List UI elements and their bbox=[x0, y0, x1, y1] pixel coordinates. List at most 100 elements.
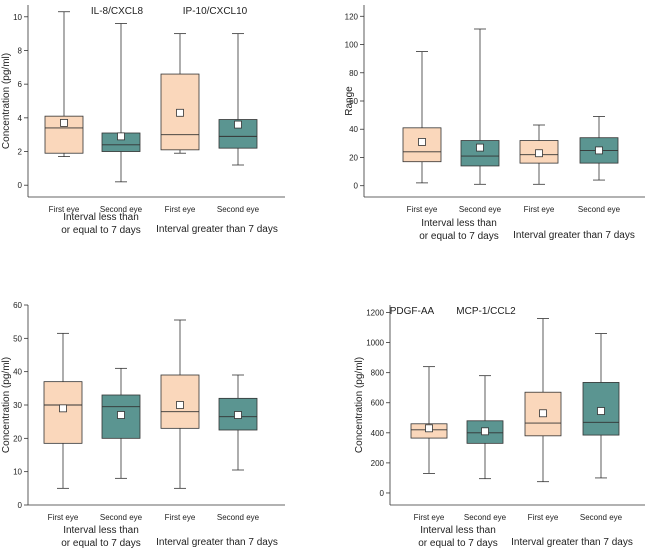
mean-marker bbox=[535, 149, 543, 158]
group-label-long-interval: Interval greater than 7 days bbox=[156, 224, 278, 235]
y-axis-label: Concentration (pg/ml) bbox=[1, 53, 12, 149]
box-2 bbox=[466, 375, 504, 480]
chart-title: IL-8/CXCL8 bbox=[91, 6, 144, 17]
y-tick-label: 100 bbox=[345, 41, 359, 50]
y-tick-label: 1000 bbox=[366, 339, 384, 348]
x-category-label: First eye bbox=[165, 513, 196, 522]
mean-marker bbox=[176, 401, 184, 409]
x-category-label: Second eye bbox=[217, 513, 260, 522]
y-tick-label: 80 bbox=[349, 69, 358, 78]
box-iqr bbox=[402, 127, 442, 163]
y-tick-label: 0 bbox=[18, 181, 23, 190]
group-label-long-interval: Interval greater than 7 days bbox=[511, 537, 633, 548]
group-label-long-interval: Interval greater than 7 days bbox=[156, 537, 278, 548]
y-tick-label: 10 bbox=[13, 468, 22, 477]
box-4 bbox=[582, 333, 620, 479]
y-tick-label: 400 bbox=[371, 429, 385, 438]
y-tick-label: 120 bbox=[345, 12, 359, 21]
box-1 bbox=[402, 51, 442, 184]
group-label-short-interval-line1: Interval less than bbox=[63, 212, 139, 223]
y-tick-label: 10 bbox=[13, 13, 22, 22]
box-2 bbox=[101, 367, 141, 479]
group-label-short-interval-line2: or equal to 7 days bbox=[419, 231, 499, 242]
chart-panel-ip10: 0 20 40 60 80 100 120 IP-10/CXCL10 Range First ey… bbox=[183, 5, 645, 242]
box-3 bbox=[160, 319, 200, 489]
box-2 bbox=[460, 28, 500, 185]
x-category-label: First eye bbox=[165, 205, 196, 214]
x-category-label: Second eye bbox=[578, 205, 621, 214]
box-1 bbox=[44, 11, 84, 157]
y-axis-label: Concentration (pg/ml) bbox=[1, 357, 12, 453]
box-2 bbox=[101, 23, 141, 183]
y-tick-label: 50 bbox=[13, 334, 22, 343]
x-category-label: First eye bbox=[48, 513, 79, 522]
group-label-short-interval-line1: Interval less than bbox=[421, 218, 497, 229]
y-tick-label: 40 bbox=[349, 125, 358, 134]
y-tick-label: 600 bbox=[371, 399, 385, 408]
mean-marker bbox=[425, 424, 433, 433]
group-label-short-interval-line2: or equal to 7 days bbox=[61, 538, 141, 549]
group-label-long-interval: Interval greater than 7 days bbox=[513, 230, 635, 241]
mean-marker bbox=[597, 407, 605, 415]
y-tick-label: 30 bbox=[13, 401, 22, 410]
group-label-short-interval-line1: Interval less than bbox=[420, 525, 496, 536]
y-tick-label: 0 bbox=[18, 501, 23, 510]
box-iqr bbox=[43, 381, 83, 444]
chart-panel-pdgfaa: 0 10 20 30 40 50 60 PDGF-AA Concentration (pg/ml… bbox=[1, 301, 435, 549]
box-4 bbox=[218, 374, 258, 471]
x-category-label: Second eye bbox=[459, 205, 502, 214]
x-category-label: First eye bbox=[524, 205, 555, 214]
mean-marker bbox=[481, 427, 489, 436]
x-category-label: Second eye bbox=[100, 205, 143, 214]
group-label-short-interval-line1: Interval less than bbox=[63, 525, 139, 536]
mean-marker bbox=[117, 132, 125, 141]
mean-marker bbox=[176, 108, 184, 117]
mean-marker bbox=[418, 138, 426, 146]
chart-title: PDGF-AA bbox=[390, 306, 435, 317]
mean-marker bbox=[60, 118, 68, 127]
chart-panel-il8: 0 2 4 6 8 10 IL-8/CXCL8 Concentration (pg/ml) Fi… bbox=[1, 5, 285, 236]
mean-marker bbox=[234, 411, 242, 419]
y-tick-label: 60 bbox=[13, 301, 22, 310]
x-category-label: First eye bbox=[407, 205, 438, 214]
mean-marker bbox=[234, 120, 242, 129]
box-4 bbox=[218, 33, 258, 166]
mean-marker bbox=[539, 409, 547, 418]
y-tick-label: 800 bbox=[371, 369, 385, 378]
y-tick-label: 40 bbox=[13, 368, 22, 377]
y-tick-label: 20 bbox=[349, 153, 358, 162]
box-3 bbox=[524, 318, 562, 483]
box-1 bbox=[43, 332, 83, 489]
chart-panel-mcp1: 0 200 400 600 800 1000 1200 MCP-1/CCL2 Concentra… bbox=[354, 305, 645, 549]
y-tick-label: 60 bbox=[349, 97, 358, 106]
y-tick-label: 6 bbox=[18, 80, 23, 89]
y-tick-label: 0 bbox=[354, 182, 359, 191]
x-category-label: First eye bbox=[49, 205, 80, 214]
x-category-label: First eye bbox=[414, 513, 445, 522]
mean-marker bbox=[595, 146, 603, 155]
y-tick-label: 8 bbox=[18, 46, 23, 55]
mean-marker bbox=[117, 411, 125, 419]
group-label-short-interval-line2: or equal to 7 days bbox=[61, 225, 141, 236]
y-tick-label: 2 bbox=[18, 148, 23, 157]
y-tick-label: 200 bbox=[371, 459, 385, 468]
x-category-label: First eye bbox=[528, 513, 559, 522]
y-axis-label: Concentration (pg/ml) bbox=[354, 357, 365, 453]
mean-marker bbox=[476, 143, 484, 152]
y-axis-label: Range bbox=[344, 86, 355, 116]
x-category-label: Second eye bbox=[217, 205, 260, 214]
box-3 bbox=[519, 124, 559, 185]
box-1 bbox=[410, 366, 448, 474]
x-category-label: Second eye bbox=[100, 513, 143, 522]
chart-title: IP-10/CXCL10 bbox=[183, 6, 248, 17]
x-category-label: Second eye bbox=[580, 513, 623, 522]
y-tick-label: 0 bbox=[380, 489, 385, 498]
chart-title: MCP-1/CCL2 bbox=[456, 306, 516, 317]
box-3 bbox=[160, 33, 200, 154]
group-label-short-interval-line2: or equal to 7 days bbox=[418, 538, 498, 549]
y-tick-label: 1200 bbox=[366, 309, 384, 318]
y-tick-label: 20 bbox=[13, 434, 22, 443]
y-tick-label: 4 bbox=[18, 114, 23, 123]
x-category-label: Second eye bbox=[464, 513, 507, 522]
